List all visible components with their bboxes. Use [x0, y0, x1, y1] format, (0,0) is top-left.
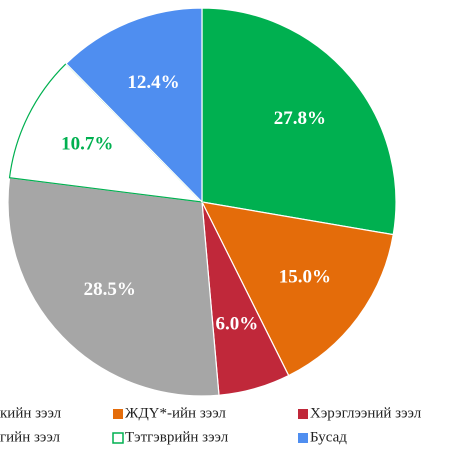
slice-label: 15.0%: [279, 267, 331, 288]
pie-slice: [8, 62, 204, 203]
legend-swatch: [113, 409, 123, 419]
pie-slice: [7, 177, 220, 397]
legend-label: ЖДҮ*-ийн зээл: [125, 405, 226, 421]
slice-label: 12.4%: [127, 72, 179, 93]
legend-label: гийн зээл: [0, 429, 61, 445]
pie-slice: [65, 7, 203, 204]
legend-label: Тэтгэврийн зээл: [125, 429, 229, 445]
pie-slice: [201, 7, 397, 236]
legend-label: Хэрэглээний зээл: [310, 405, 422, 421]
slice-label: 6.0%: [215, 314, 258, 335]
legend-swatch: [298, 409, 308, 419]
legend-swatch: [298, 433, 308, 443]
legend-swatch: [112, 432, 124, 444]
pie-slice: [200, 201, 394, 377]
legend-label: кийн зээл: [0, 405, 62, 421]
slice-label: 27.8%: [274, 108, 326, 129]
slice-label: 28.5%: [84, 279, 136, 300]
legend-label: Бусад: [310, 429, 347, 445]
slice-label: 10.7%: [61, 134, 113, 155]
